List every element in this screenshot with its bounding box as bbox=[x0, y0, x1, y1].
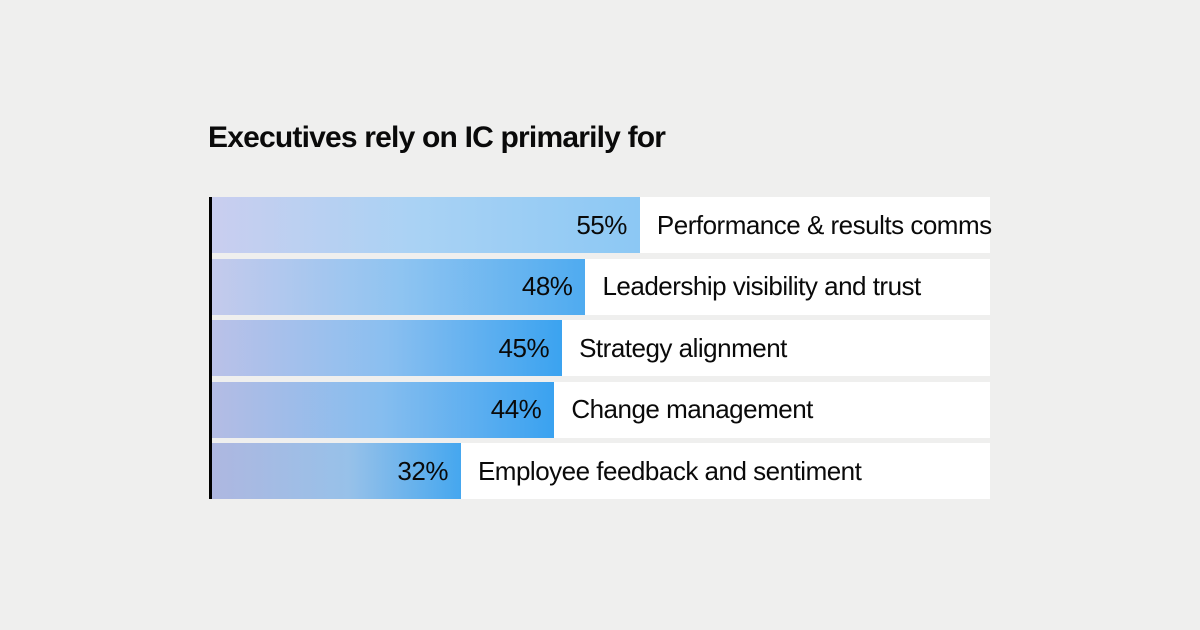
bar-category-label: Leadership visibility and trust bbox=[602, 271, 921, 301]
y-axis-line bbox=[209, 197, 212, 499]
bar-category-label: Strategy alignment bbox=[579, 332, 787, 363]
bar-value-label: 44% bbox=[490, 394, 542, 424]
chart-rows: 55% Performance & results comms 48% Lead… bbox=[212, 197, 992, 499]
bar-chart: 55% Performance & results comms 48% Lead… bbox=[209, 197, 992, 499]
bar-category-label: Change management bbox=[571, 394, 813, 424]
bar-category-label: Employee feedback and sentiment bbox=[477, 455, 862, 486]
chart-title: Executives rely on IC primarily for bbox=[208, 121, 666, 154]
bar-value-label: 48% bbox=[521, 271, 573, 301]
bar-category-label: Performance & results comms bbox=[656, 209, 992, 240]
bar-row: 55% Performance & results comms bbox=[212, 197, 992, 253]
bar: 44% bbox=[212, 381, 555, 438]
bar-value-label: 32% bbox=[397, 455, 448, 486]
bar-row: 44% Change management bbox=[212, 381, 990, 438]
bar: 48% bbox=[212, 258, 586, 315]
bar: 55% bbox=[212, 197, 640, 253]
bar-row: 32% Employee feedback and sentiment bbox=[212, 443, 990, 499]
bar-row: 48% Leadership visibility and trust bbox=[212, 258, 990, 315]
bar-value-label: 45% bbox=[498, 332, 550, 363]
bar-row: 45% Strategy alignment bbox=[212, 320, 990, 376]
bar: 32% bbox=[212, 443, 461, 499]
bar-value-label: 55% bbox=[576, 209, 627, 240]
bar: 45% bbox=[212, 320, 563, 376]
